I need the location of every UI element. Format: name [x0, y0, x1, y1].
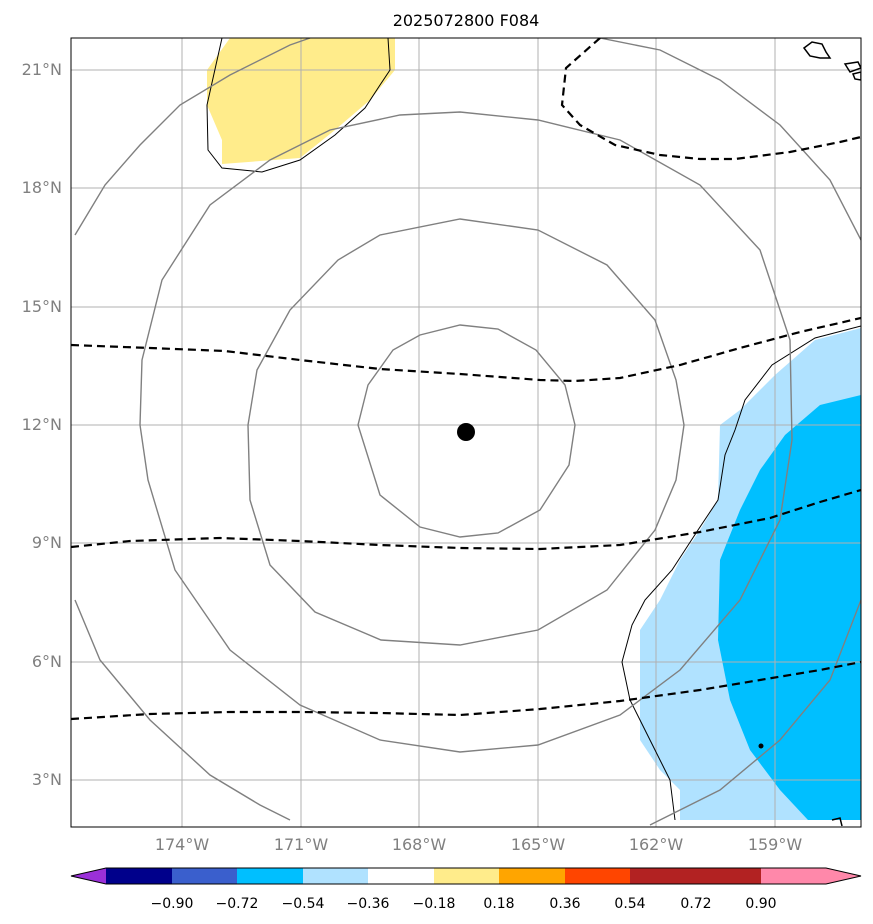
cbar-tick-4: −0.36 [347, 896, 390, 912]
lon-label-171w: 171°W [274, 835, 329, 854]
lon-label-174w: 174°W [155, 835, 210, 854]
island-1 [802, 41, 832, 59]
colorbar-seg-3 [237, 868, 303, 884]
contour-ring-2 [247, 218, 685, 646]
colorbar-seg-5 [368, 868, 434, 884]
cbar-tick-9: 0.72 [680, 896, 711, 912]
dashed-contour-5n [71, 660, 861, 721]
cbar-tick-3: −0.54 [282, 896, 325, 912]
colorbar-extend-low [71, 868, 106, 884]
island-3 [851, 71, 861, 81]
negative-anomaly-outline [621, 325, 861, 821]
lon-label-159w: 159°W [748, 835, 803, 854]
cbar-tick-8: 0.54 [614, 896, 645, 912]
lat-label-3n: 3°N [32, 770, 62, 789]
lat-label-12n: 12°N [22, 415, 62, 434]
cbar-tick-1: −0.90 [151, 896, 194, 912]
islands [802, 41, 861, 827]
contour-ring-1 [357, 324, 576, 538]
colorbar-seg-9 [630, 868, 696, 884]
lon-label-162w: 162°W [629, 835, 684, 854]
contour-ring-4 [74, 38, 861, 826]
plot-frame [70, 37, 862, 828]
lat-label-9n: 9°N [32, 533, 62, 552]
cbar-tick-10: 0.90 [745, 896, 776, 912]
colorbar-seg-7 [499, 868, 565, 884]
colorbar-seg-2 [172, 868, 237, 884]
dashed-contour-14n [71, 316, 861, 383]
colorbar-seg-6 [434, 868, 499, 884]
colorbar-tick-labels: −0.90 −0.72 −0.54 −0.36 −0.18 0.18 0.36 … [151, 896, 777, 912]
colorbar-seg-10 [696, 868, 761, 884]
lat-labels: 21°N 18°N 15°N 12°N 9°N 6°N 3°N [22, 60, 62, 789]
colorbar: −0.90 −0.72 −0.54 −0.36 −0.18 0.18 0.36 … [70, 867, 862, 912]
colorbar-outline [70, 867, 862, 885]
positive-anomaly-outline [206, 38, 391, 173]
cbar-tick-5: −0.18 [413, 896, 456, 912]
colorbar-seg-4 [303, 868, 368, 884]
storm-center-marker [457, 423, 475, 441]
lat-label-6n: 6°N [32, 652, 62, 671]
small-island [758, 743, 764, 749]
cbar-tick-6: 0.18 [483, 896, 514, 912]
plot-area [71, 38, 861, 827]
dashed-contour-9n [71, 488, 861, 551]
gridlines [71, 38, 861, 827]
cbar-tick-2: −0.72 [216, 896, 259, 912]
cbar-tick-7: 0.36 [549, 896, 580, 912]
contour-ring-3 [139, 111, 793, 753]
dashed-contours [71, 38, 861, 721]
island-2 [843, 61, 861, 73]
lon-label-168w: 168°W [392, 835, 447, 854]
lat-label-21n: 21°N [22, 60, 62, 79]
lat-label-15n: 15°N [22, 297, 62, 316]
colorbar-seg-1 [106, 868, 172, 884]
pressure-contours [74, 38, 861, 826]
dashed-contour-north [560, 38, 861, 161]
lon-label-165w: 165°W [511, 835, 566, 854]
lat-label-18n: 18°N [22, 178, 62, 197]
colorbar-seg-8 [565, 868, 630, 884]
island-4 [831, 817, 843, 827]
figure-title: 2025072800 F084 [393, 11, 540, 30]
lon-labels: 174°W 171°W 168°W 165°W 162°W 159°W [155, 835, 803, 854]
